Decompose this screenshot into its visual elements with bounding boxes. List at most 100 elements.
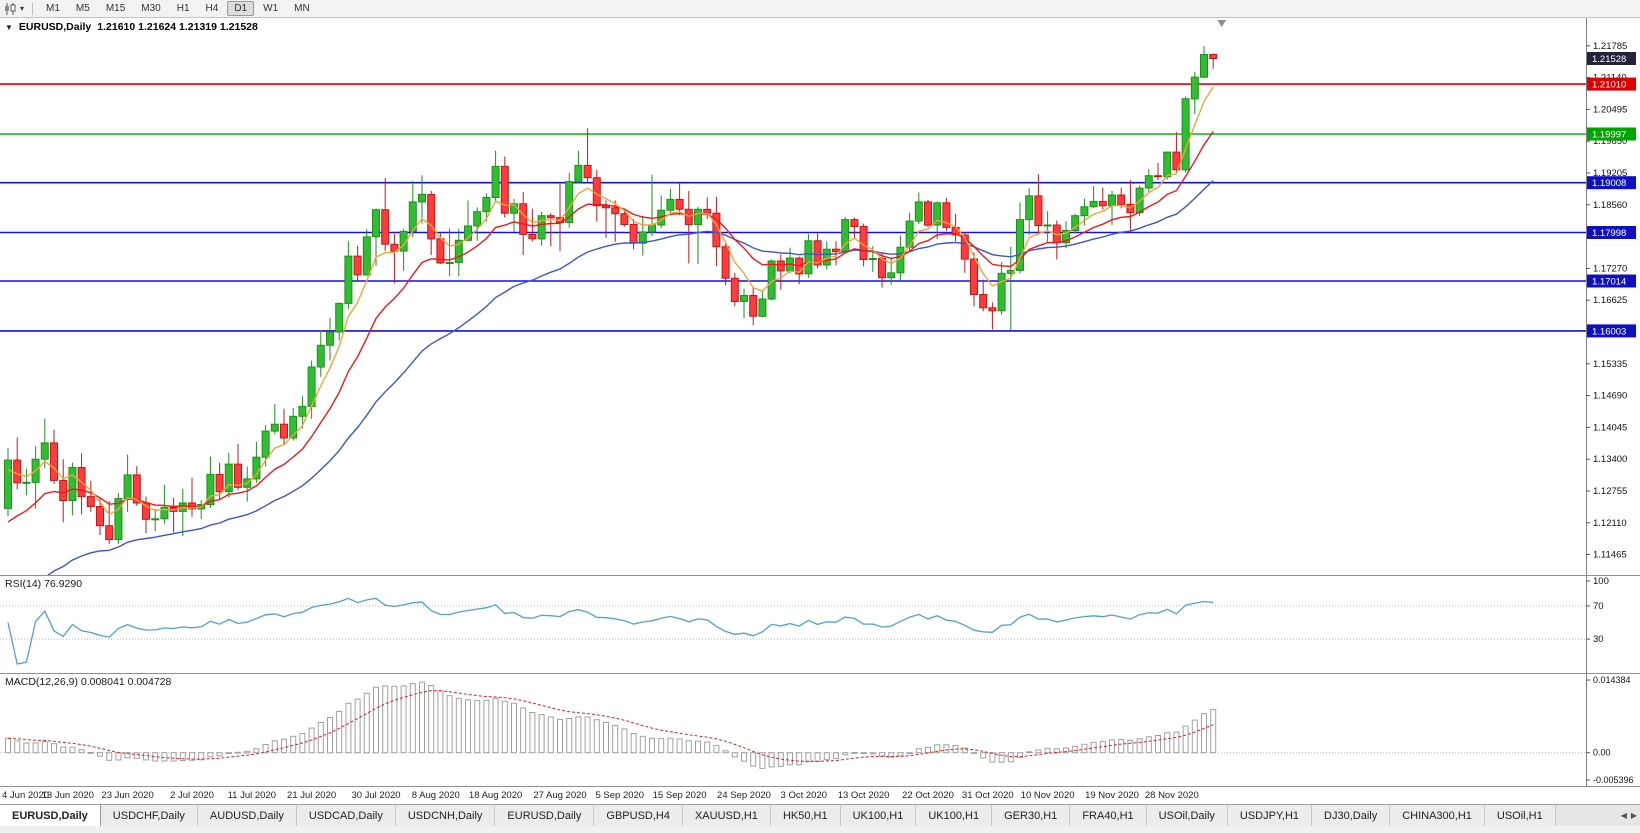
chart-tab-eurusd-daily[interactable]: EURUSD,Daily <box>495 805 595 826</box>
svg-text:70: 70 <box>1593 601 1604 612</box>
date-axis-label: 8 Aug 2020 <box>411 790 460 801</box>
toolbar-separator <box>32 2 34 15</box>
date-axis-label: 4 Jun 2020 <box>2 790 50 801</box>
chart-tab-usdcad-daily[interactable]: USDCAD,Daily <box>296 805 396 826</box>
date-axis-label: 30 Jul 2020 <box>351 790 401 801</box>
svg-text:1.21528: 1.21528 <box>1592 54 1626 65</box>
chart-tab-fra40-h1[interactable]: FRA40,H1 <box>1070 805 1147 826</box>
candlesticks-layer <box>4 46 1218 544</box>
timeframe-m30-button[interactable]: M30 <box>141 3 161 14</box>
chart-title: ▼ EURUSD,Daily 1.21610 1.21624 1.21319 1… <box>5 21 258 33</box>
candlestick-chart-icon[interactable] <box>4 2 18 15</box>
chart-tab-audusd-daily[interactable]: AUDUSD,Daily <box>197 805 297 826</box>
date-axis-label: 23 Jun 2020 <box>101 790 154 801</box>
chart-tab-usdjpy-h1[interactable]: USDJPY,H1 <box>1227 805 1313 826</box>
timeframe-m1-button[interactable]: M1 <box>46 3 60 14</box>
current-price-badge <box>1587 52 1636 65</box>
chart-tab-usoil-h1[interactable]: USOil,H1 <box>1484 805 1556 826</box>
svg-text:1.14690: 1.14690 <box>1593 391 1627 402</box>
svg-text:1.20495: 1.20495 <box>1593 104 1627 115</box>
chart-type-dropdown-caret-icon[interactable]: ▾ <box>20 4 25 13</box>
macd-indicator-panel[interactable]: MACD(12,26,9) 0.008041 0.004728 0.014384… <box>0 673 1640 786</box>
svg-text:-0.005396: -0.005396 <box>1593 775 1634 785</box>
svg-text:1.11465: 1.11465 <box>1593 550 1627 561</box>
svg-text:1.15335: 1.15335 <box>1593 359 1627 370</box>
date-axis-label: 19 Nov 2020 <box>1085 790 1139 801</box>
ma-slow-line <box>46 180 1214 575</box>
ma-mid-line <box>7 131 1214 523</box>
macd-signal-line <box>7 690 1214 762</box>
chart-tab-usoil-daily[interactable]: USOil,Daily <box>1146 805 1228 826</box>
timeframe-buttons-group: M1 M5 M15 M30 H1 H4 D1 W1 MN <box>39 1 319 16</box>
timeframe-m15-button[interactable]: M15 <box>105 3 126 14</box>
date-axis-label: 2 Jul 2020 <box>170 790 214 801</box>
timeframe-h1-button[interactable]: H1 <box>176 3 190 14</box>
date-axis-label: 18 Aug 2020 <box>468 790 523 801</box>
svg-text:30: 30 <box>1593 634 1604 645</box>
timeframe-d1-button[interactable]: D1 <box>227 1 255 16</box>
svg-text:0.00: 0.00 <box>1593 748 1611 758</box>
svg-text:1.16625: 1.16625 <box>1593 295 1627 306</box>
svg-text:1.14045: 1.14045 <box>1593 422 1627 433</box>
svg-text:1.19205: 1.19205 <box>1593 168 1627 179</box>
rsi-line <box>7 597 1214 665</box>
svg-text:1.12110: 1.12110 <box>1593 518 1627 529</box>
timeframe-h4-button[interactable]: H4 <box>205 3 219 14</box>
chart-tab-usdcnh-daily[interactable]: USDCNH,Daily <box>395 805 496 826</box>
rsi-axis: 100 70 30 <box>1586 576 1640 673</box>
date-axis-label: 11 Jul 2020 <box>227 790 277 801</box>
date-axis[interactable]: 4 Jun 2020 13 Jun 2020 23 Jun 2020 2 Jul 20… <box>0 786 1640 804</box>
svg-text:0.014384: 0.014384 <box>1593 675 1631 685</box>
chart-tab-xauusd-h1[interactable]: XAUUSD,H1 <box>682 805 771 826</box>
timeframe-w1-button[interactable]: W1 <box>263 3 279 14</box>
scroll-left-icon[interactable]: ◀ <box>1620 811 1627 820</box>
date-axis-label: 22 Oct 2020 <box>902 790 954 801</box>
svg-text:1.19997: 1.19997 <box>1592 129 1626 140</box>
chart-ohlc-label: 1.21610 1.21624 1.21319 1.21528 <box>97 21 258 33</box>
svg-text:1.17014: 1.17014 <box>1592 277 1626 288</box>
chart-tab-ger30-h1[interactable]: GER30,H1 <box>992 805 1071 826</box>
svg-text:1.19850: 1.19850 <box>1593 136 1627 147</box>
rsi-canvas[interactable]: 100 70 30 <box>0 576 1640 673</box>
chart-tab-eurusd-daily[interactable]: EURUSD,Daily <box>0 805 101 826</box>
timeframe-m5-button[interactable]: M5 <box>75 3 90 14</box>
macd-label: MACD(12,26,9) 0.008041 0.004728 <box>5 676 172 688</box>
date-axis-label: 21 Jul 2020 <box>287 790 337 801</box>
chart-tab-uk100-h1[interactable]: UK100,H1 <box>840 805 917 826</box>
rsi-indicator-panel[interactable]: RSI(14) 76.9290 100 70 30 <box>0 575 1640 673</box>
date-axis-label: 24 Sep 2020 <box>717 790 771 801</box>
chart-tab-uk100-h1[interactable]: UK100,H1 <box>916 805 993 826</box>
svg-text:1.13400: 1.13400 <box>1593 454 1627 465</box>
chart-tab-china300-h1[interactable]: CHINA300,H1 <box>1390 805 1485 826</box>
chart-tab-dj30-daily[interactable]: DJ30,Daily <box>1312 805 1391 826</box>
chart-tabs-bar: EURUSD,Daily USDCHF,Daily AUDUSD,Daily USDC… <box>0 804 1640 826</box>
macd-histogram <box>5 681 1217 769</box>
macd-canvas[interactable]: 0.014384 0.00 -0.005396 <box>0 674 1640 786</box>
chart-symbol-label: EURUSD,Daily <box>18 21 92 33</box>
timeframe-mn-button[interactable]: MN <box>294 3 310 14</box>
date-axis-label: 10 Nov 2020 <box>1020 790 1075 801</box>
scroll-right-icon[interactable]: ▶ <box>1630 811 1637 820</box>
chart-tab-usdchf-daily[interactable]: USDCHF,Daily <box>100 805 198 826</box>
date-axis-label: 27 Aug 2020 <box>533 790 587 801</box>
status-bar <box>0 826 1640 833</box>
svg-text:1.12755: 1.12755 <box>1593 486 1627 497</box>
horizontal-level-lines[interactable] <box>0 83 1586 332</box>
rsi-label: RSI(14) 76.9290 <box>5 578 83 590</box>
date-axis-label: 5 Sep 2020 <box>595 790 645 801</box>
macd-axis: 0.014384 0.00 -0.005396 <box>1586 674 1640 786</box>
svg-text:1.17270: 1.17270 <box>1593 263 1627 274</box>
svg-text:1.21010: 1.21010 <box>1592 80 1626 91</box>
chart-tab-gbpusd-h4[interactable]: GBPUSD,H4 <box>594 805 683 826</box>
chart-tab-hk50-h1[interactable]: HK50,H1 <box>770 805 841 826</box>
date-axis-label: 13 Jun 2020 <box>41 790 94 801</box>
svg-text:1.21785: 1.21785 <box>1593 41 1627 52</box>
chart-shift-marker-icon[interactable] <box>1217 20 1227 27</box>
svg-text:100: 100 <box>1593 576 1609 587</box>
price-axis[interactable]: 1.217851.211401.204951.198501.192051.185… <box>1586 18 1640 575</box>
main-chart-panel[interactable]: ▼ EURUSD,Daily 1.21610 1.21624 1.21319 1… <box>0 18 1640 575</box>
date-axis-label: 3 Oct 2020 <box>780 790 828 801</box>
main-chart-canvas[interactable]: 1.217851.211401.204951.198501.192051.185… <box>0 18 1640 575</box>
collapse-caret-icon[interactable]: ▼ <box>5 22 13 32</box>
